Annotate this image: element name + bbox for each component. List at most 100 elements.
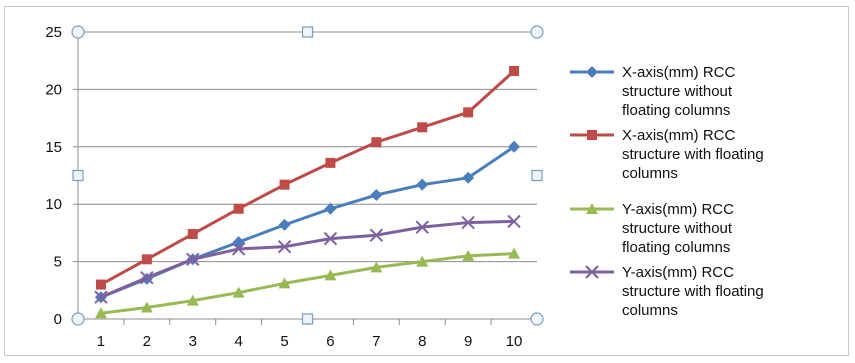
series-1-point — [370, 189, 383, 202]
x-tick-label: 10 — [506, 333, 523, 350]
legend-entry-1: X-axis(mm) RCC structure without floating … — [570, 64, 735, 119]
series-2-point — [95, 279, 106, 290]
series-4-point-stroke-b — [415, 220, 429, 234]
legend-label: X-axis(mm) RCC — [622, 127, 735, 144]
series-2-point — [463, 107, 474, 118]
series-3-point — [140, 301, 153, 313]
legend-label: Y-axis(mm) RCC — [622, 264, 734, 281]
legend-label: structure with floating — [622, 283, 764, 300]
series-2-point — [141, 254, 152, 265]
side-resize-handle[interactable] — [301, 313, 314, 325]
series-2 — [95, 66, 520, 290]
y-tick-label: 0 — [54, 311, 62, 328]
y-tick-label: 25 — [45, 24, 62, 41]
legend-swatch-marker-stroke-b — [585, 265, 599, 279]
corner-resize-handle[interactable] — [530, 312, 544, 326]
series-2-line — [100, 69, 516, 286]
series-3-point — [232, 286, 245, 298]
legend-entry-3: Y-axis(mm) RCC structure without floating … — [570, 201, 734, 256]
x-tick-label: 7 — [372, 333, 380, 350]
side-resize-handle[interactable] — [301, 26, 314, 38]
legend: X-axis(mm) RCC structure without floating … — [570, 64, 764, 319]
side-resize-handle[interactable] — [72, 169, 84, 182]
legend-entry-2: X-axis(mm) RCC structure with floating col… — [570, 127, 764, 182]
series-4-point-stroke-b — [186, 252, 200, 267]
series-4-point — [461, 215, 475, 230]
series-4-point — [186, 252, 200, 267]
series-2-point — [233, 203, 244, 214]
gridlines — [78, 31, 537, 263]
y-tick-labels: 0 5 10 15 20 25 — [45, 24, 62, 328]
series-4-point-stroke-b — [507, 214, 521, 229]
corner-resize-handle[interactable] — [71, 312, 85, 326]
series-4-point-stroke-b — [369, 228, 384, 242]
series-4-point-stroke-b — [94, 290, 108, 304]
series-1-point — [232, 236, 245, 249]
corner-resize-handle[interactable] — [71, 25, 85, 39]
y-tick-label: 15 — [45, 139, 62, 156]
series-lines — [94, 66, 521, 319]
legend-label: structure with floating — [622, 146, 764, 163]
series-1-line — [100, 145, 515, 299]
legend-swatch-marker — [587, 130, 597, 140]
series-4-point — [94, 290, 108, 304]
y-tick-label: 5 — [54, 254, 62, 271]
x-tick-label: 6 — [326, 333, 334, 350]
series-4-point — [507, 214, 521, 229]
x-tick-label: 2 — [143, 333, 151, 350]
legend-entry-4: Y-axis(mm) RCC structure with floating col… — [570, 264, 764, 319]
series-3-line — [100, 252, 515, 315]
series-4 — [94, 214, 521, 304]
series-2-point — [325, 157, 336, 168]
series-4-point — [140, 270, 154, 285]
series-4-point — [323, 231, 338, 246]
series-3-point — [370, 261, 383, 273]
series-3-point — [508, 247, 521, 259]
series-3-point — [324, 269, 337, 281]
series-1-point — [416, 178, 429, 191]
y-tick-label: 10 — [45, 196, 62, 213]
series-4-point-stroke-b — [323, 231, 338, 246]
series-4-line — [100, 219, 515, 299]
x-tick-label: 1 — [97, 333, 105, 350]
series-3-point — [278, 277, 291, 289]
side-resize-handle[interactable] — [531, 169, 543, 182]
series-2-point — [187, 229, 198, 240]
selection-handles[interactable] — [71, 25, 544, 326]
series-3 — [94, 247, 521, 319]
series-3-point — [462, 249, 475, 261]
series-2-point — [279, 179, 290, 190]
series-4-point — [231, 242, 246, 256]
legend-label: floating columns — [622, 102, 730, 119]
series-3-point — [94, 307, 107, 319]
legend-label: Y-axis(mm) RCC — [622, 201, 734, 218]
x-tick-labels: 1 2 3 4 5 6 7 8 9 10 — [97, 333, 523, 350]
legend-swatch-marker — [585, 265, 599, 279]
legend-label: floating columns — [622, 239, 730, 256]
series-3-point — [416, 255, 429, 267]
series-1-point — [278, 218, 291, 231]
x-tick-label: 5 — [280, 333, 288, 350]
series-2-point — [509, 66, 520, 77]
legend-label: structure without — [622, 83, 733, 100]
series-2-point — [417, 122, 428, 133]
legend-label: columns — [622, 165, 678, 182]
legend-label: columns — [622, 302, 678, 319]
y-tick-label: 20 — [45, 81, 62, 98]
legend-swatch-marker — [586, 66, 598, 78]
legend-label: X-axis(mm) RCC — [622, 64, 735, 81]
series-1-point — [324, 202, 337, 215]
series-4-point-stroke-b — [277, 239, 292, 254]
series-1-point — [508, 140, 521, 153]
series-4-point-stroke-b — [461, 215, 475, 230]
series-4-point-stroke-b — [231, 242, 246, 256]
x-tick-label: 4 — [234, 333, 242, 350]
corner-resize-handle[interactable] — [530, 25, 544, 39]
x-tick-label: 8 — [418, 333, 426, 350]
chart-frame — [4, 6, 849, 356]
legend-label: structure without — [622, 220, 733, 237]
series-4-point — [369, 228, 384, 242]
legend-swatch-marker — [586, 203, 598, 214]
series-4-point — [415, 220, 429, 234]
